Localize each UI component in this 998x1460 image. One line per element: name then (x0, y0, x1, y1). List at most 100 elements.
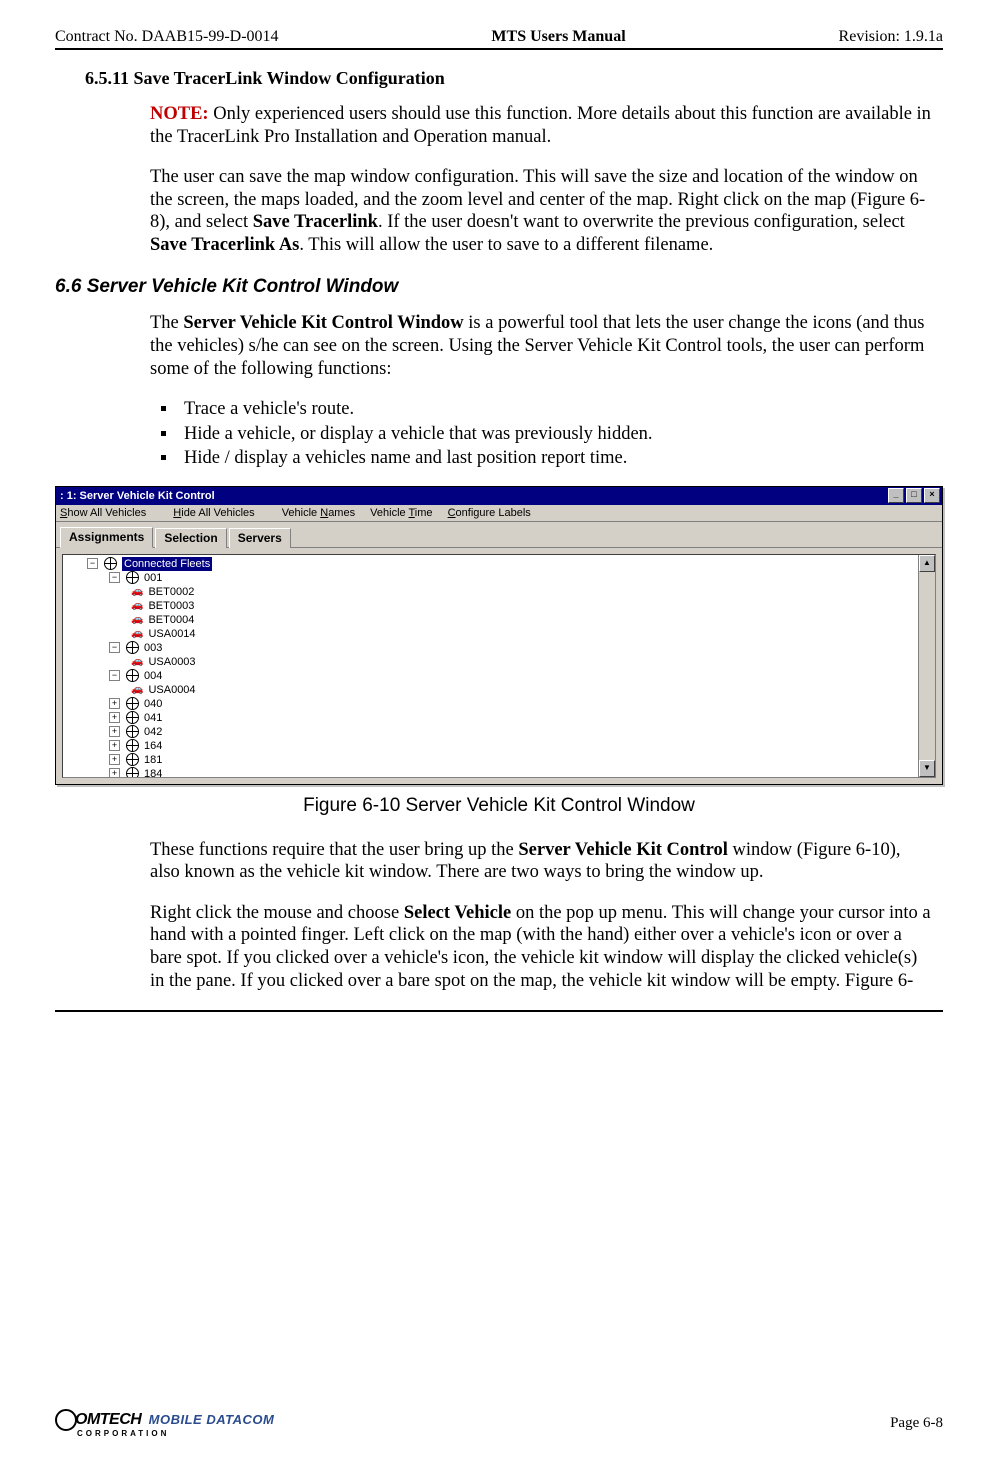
tree-leaf[interactable]: 🚗 USA0014 (65, 627, 935, 641)
tree-node[interactable]: +184 (65, 767, 935, 778)
text-run: These functions require that the user br… (150, 840, 518, 860)
fleet-icon (126, 739, 139, 752)
tree-label: USA0003 (148, 655, 195, 669)
tree-label: 181 (144, 753, 162, 767)
tree-view[interactable]: −Connected Fleets −001 🚗BET0002 🚗BET0003… (62, 554, 936, 778)
tab-strip: Assignments Selection Servers (56, 522, 942, 548)
fleet-icon (126, 571, 139, 584)
fleet-icon (126, 711, 139, 724)
bullet-list: Trace a vehicle's route. Hide a vehicle,… (150, 398, 933, 470)
bullet-item: Hide / display a vehicles name and last … (178, 447, 933, 470)
tree-node[interactable]: +042 (65, 725, 935, 739)
bold-run: Select Vehicle (404, 903, 511, 923)
fleet-icon (126, 697, 139, 710)
tree-label: 001 (144, 571, 162, 585)
tree-label: USA0014 (148, 627, 195, 641)
tree-root[interactable]: − Connected Fleets (65, 557, 935, 571)
window-buttons: _ □ × (888, 488, 940, 503)
expand-icon[interactable]: + (109, 768, 120, 778)
tree-label: 164 (144, 739, 162, 753)
para-rightclick: Right click the mouse and choose Select … (150, 902, 933, 992)
vertical-scrollbar[interactable]: ▲ ▼ (918, 555, 935, 777)
para-save-config: The user can save the map window configu… (150, 166, 933, 256)
scroll-down-button[interactable]: ▼ (919, 760, 935, 777)
expand-icon[interactable]: + (109, 740, 120, 751)
bold-run: Server Vehicle Kit Control Window (183, 313, 463, 333)
tree-label: 041 (144, 711, 162, 725)
tree-label: Connected Fleets (122, 557, 212, 571)
collapse-icon[interactable]: − (109, 670, 120, 681)
tree-node[interactable]: − 004 (65, 669, 935, 683)
bullet-item: Trace a vehicle's route. (178, 398, 933, 421)
scroll-up-button[interactable]: ▲ (919, 555, 935, 572)
collapse-icon[interactable]: − (109, 572, 120, 583)
note-lead: NOTE: (150, 104, 209, 124)
maximize-button[interactable]: □ (906, 488, 922, 503)
window-title: : 1: Server Vehicle Kit Control (60, 490, 215, 502)
collapse-icon[interactable]: − (109, 642, 120, 653)
tree-label: 184 (144, 767, 162, 778)
note-paragraph: NOTE: Only experienced users should use … (150, 103, 933, 148)
close-button[interactable]: × (924, 488, 940, 503)
vehicle-icon: 🚗 (131, 655, 143, 669)
tree-leaf[interactable]: 🚗 USA0003 (65, 655, 935, 669)
tree-leaf[interactable]: 🚗 BET0003 (65, 599, 935, 613)
menu-configure-labels[interactable]: Configure Labels (448, 507, 531, 519)
fleet-icon (126, 641, 139, 654)
expand-icon[interactable]: + (109, 754, 120, 765)
window-titlebar[interactable]: : 1: Server Vehicle Kit Control _ □ × (56, 487, 942, 505)
menu-hide-all[interactable]: Hide All Vehicles (173, 507, 266, 519)
expand-icon[interactable]: + (109, 712, 120, 723)
body-6-6-cont: These functions require that the user br… (150, 839, 933, 992)
menu-show-all[interactable]: Show All Vehicles (60, 507, 158, 519)
tree-label: BET0004 (148, 613, 194, 627)
body-6-5-11: NOTE: Only experienced users should use … (150, 103, 933, 256)
header-left: Contract No. DAAB15-99-D-0014 (55, 28, 279, 46)
tree-leaf[interactable]: 🚗USA0004 (65, 683, 935, 697)
tree-label: USA0004 (148, 683, 195, 697)
bullet-item: Hide a vehicle, or display a vehicle tha… (178, 423, 933, 446)
tree-node[interactable]: +181 (65, 753, 935, 767)
expand-icon[interactable]: + (109, 726, 120, 737)
logo-mobile-datacom: MOBILE DATACOM (149, 1412, 275, 1427)
header-right: Revision: 1.9.1a (839, 28, 943, 46)
page-header: Contract No. DAAB15-99-D-0014 MTS Users … (55, 28, 943, 46)
menu-vehicle-time[interactable]: Vehicle Time (370, 507, 432, 519)
fleet-icon (126, 725, 139, 738)
vehicle-icon: 🚗 (131, 585, 143, 599)
fleet-icon (104, 557, 117, 570)
logo-omtech: OMTECH (55, 1411, 141, 1428)
body-6-6: The Server Vehicle Kit Control Window is… (150, 312, 933, 469)
tree-label: 004 (144, 669, 162, 683)
para-intro: The Server Vehicle Kit Control Window is… (150, 312, 933, 380)
tree-label: 003 (144, 641, 162, 655)
header-rule (55, 48, 943, 50)
tree-node[interactable]: +040 (65, 697, 935, 711)
minimize-button[interactable]: _ (888, 488, 904, 503)
tree-label: BET0002 (148, 585, 194, 599)
tree-node[interactable]: +041 (65, 711, 935, 725)
expand-icon[interactable]: + (109, 698, 120, 709)
tab-assignments[interactable]: Assignments (60, 527, 153, 548)
fleet-icon (126, 767, 139, 778)
heading-6-5-11: 6.5.11 Save TracerLink Window Configurat… (85, 68, 943, 89)
tree-node[interactable]: − 003 (65, 641, 935, 655)
menu-vehicle-names[interactable]: Vehicle Names (282, 507, 355, 519)
tree-leaf[interactable]: 🚗 BET0002 (65, 585, 935, 599)
tree-leaf[interactable]: 🚗 BET0004 (65, 613, 935, 627)
vehicle-icon: 🚗 (131, 613, 143, 627)
collapse-icon[interactable]: − (87, 558, 98, 569)
tree-label: BET0003 (148, 599, 194, 613)
tree-label: 042 (144, 725, 162, 739)
footer-rule (55, 1010, 943, 1012)
tree-node[interactable]: − 001 (65, 571, 935, 585)
footer-logo: OMTECH MOBILE DATACOM CORPORATION (55, 1409, 274, 1438)
vehicle-icon: 🚗 (131, 599, 143, 613)
tab-servers[interactable]: Servers (229, 528, 291, 548)
tab-selection[interactable]: Selection (155, 528, 226, 548)
tree-node[interactable]: +164 (65, 739, 935, 753)
bold-run: Server Vehicle Kit Control (518, 840, 727, 860)
figure-caption: Figure 6-10 Server Vehicle Kit Control W… (55, 795, 943, 817)
logo-text: OMTECH (75, 1411, 141, 1428)
vehicle-icon: 🚗 (131, 627, 143, 641)
